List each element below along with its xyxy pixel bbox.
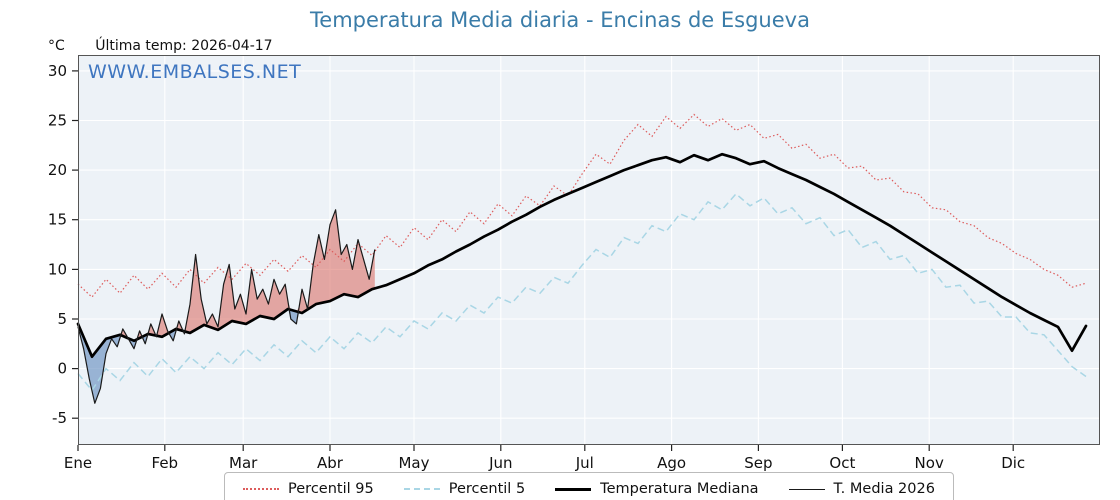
t-media-2026-line-sample-icon — [788, 488, 825, 490]
svg-text:Dic: Dic — [1001, 454, 1025, 472]
chart-title: Temperatura Media diaria - Encinas de Es… — [310, 8, 810, 32]
svg-text:25: 25 — [48, 112, 67, 130]
svg-text:Feb: Feb — [152, 454, 179, 472]
temperatura-mediana-line-sample-icon — [555, 487, 592, 491]
legend-label-percentil-95: Percentil 95 — [288, 481, 374, 497]
svg-text:5: 5 — [57, 310, 67, 328]
legend-item-temperatura-mediana: Temperatura Mediana — [555, 481, 759, 497]
chart-subheader: °C Última temp: 2026-04-17 — [48, 38, 273, 54]
y-axis-unit-label: °C — [48, 38, 65, 54]
plot-area: -5 0 5 10 15 20 25 30 Ene Feb Mar Abr May Jun Jul Ago Se… — [48, 55, 1100, 472]
svg-text:Ene: Ene — [64, 454, 92, 472]
legend-item-t-media-2026: T. Media 2026 — [788, 481, 935, 497]
svg-text:10: 10 — [48, 260, 67, 278]
svg-text:Jul: Jul — [575, 454, 594, 472]
svg-text:Sep: Sep — [744, 454, 772, 472]
watermark: WWW.EMBALSES.NET — [88, 61, 302, 83]
percentil-5-line-sample-icon — [403, 488, 440, 490]
svg-text:0: 0 — [57, 360, 67, 378]
legend-label-temperatura-mediana: Temperatura Mediana — [600, 481, 759, 497]
legend-item-percentil-95: Percentil 95 — [243, 481, 374, 497]
svg-text:Oct: Oct — [829, 454, 855, 472]
last-temp-label: Última temp: 2026-04-17 — [95, 38, 273, 54]
legend-box: Percentil 95 Percentil 5 Temperatura Med… — [224, 472, 954, 500]
svg-text:Nov: Nov — [915, 454, 944, 472]
svg-text:Ago: Ago — [657, 454, 686, 472]
svg-text:Abr: Abr — [317, 454, 344, 472]
svg-text:Mar: Mar — [229, 454, 258, 472]
legend-label-percentil-5: Percentil 5 — [448, 481, 526, 497]
legend-item-percentil-5: Percentil 5 — [403, 481, 526, 497]
svg-text:-5: -5 — [52, 409, 67, 427]
svg-text:May: May — [398, 454, 429, 472]
plot-svg: -5 0 5 10 15 20 25 30 Ene Feb Mar Abr May Jun Jul Ago Se… — [48, 55, 1100, 472]
legend: Percentil 95 Percentil 5 Temperatura Med… — [78, 472, 1100, 500]
svg-text:Jun: Jun — [488, 454, 512, 472]
svg-text:30: 30 — [48, 62, 67, 80]
legend-label-t-media-2026: T. Media 2026 — [833, 481, 935, 497]
svg-text:20: 20 — [48, 161, 67, 179]
percentil-95-line-sample-icon — [243, 488, 280, 490]
svg-text:15: 15 — [48, 211, 67, 229]
